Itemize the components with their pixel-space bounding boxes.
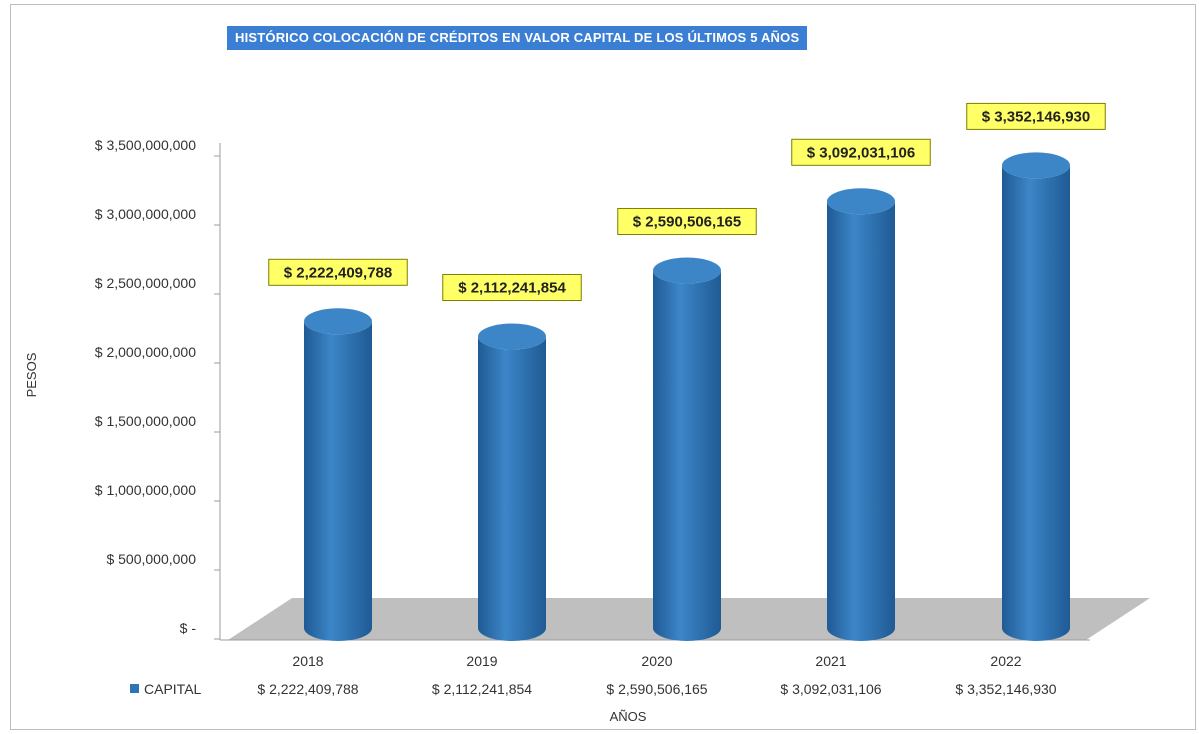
table-value-cell: $ 2,112,241,854 [432,681,532,697]
bar-body [827,201,895,641]
data-label-box [966,102,1106,130]
x-tick-label: 2019 [466,653,497,669]
data-label-box [442,274,582,302]
data-label-text: $ 2,590,506,165 [633,214,741,231]
x-tick-label: 2022 [990,653,1021,669]
x-tick-label: 2020 [641,653,672,669]
y-tick-label: $ 2,500,000,000 [95,275,196,291]
bar-top [653,257,721,284]
bar-top [827,188,895,215]
data-label-box [791,138,931,166]
table-value-cell: $ 3,352,146,930 [955,681,1056,697]
bar-body [478,336,546,641]
bar-top [1002,152,1070,179]
legend-series-name: CAPITAL [144,681,202,697]
data-label-box [268,258,408,286]
table-value-cell: $ 2,222,409,788 [257,681,358,697]
bar-2022 [1002,152,1070,641]
y-axis-title: PESOS [24,352,39,397]
bar-body [653,270,721,641]
y-tick-label: $ 2,000,000,000 [95,344,196,360]
data-label-text: $ 3,352,146,930 [982,108,1090,125]
data-label-2022: $ 3,352,146,930 [966,102,1106,130]
chart-title: HISTÓRICO COLOCACIÓN DE CRÉDITOS EN VALO… [227,26,808,50]
y-tick-label: $ 3,000,000,000 [95,206,196,222]
bar-top [478,323,546,350]
data-label-2018: $ 2,222,409,788 [268,258,408,286]
chart-axis-layer: $ - $ 500,000,000 $ 1,000,000,000 $ 1,500,0… [95,137,1090,641]
data-label-text: $ 3,092,031,106 [807,144,915,161]
bar-2020 [653,257,721,641]
data-label-text: $ 2,112,241,854 [458,280,566,297]
bar-2021 [827,188,895,641]
table-value-cell: $ 3,092,031,106 [780,681,881,697]
bar-top [304,308,372,335]
data-label-2020: $ 2,590,506,165 [617,208,757,236]
y-tick-label: $ 500,000,000 [106,551,196,567]
bar-2019 [478,323,546,641]
y-tick-label: $ 1,500,000,000 [95,413,196,429]
bar-body [304,321,372,641]
bar-body [1002,165,1070,641]
chart-label-layer: $ 2,222,409,788 $ 2,112,241,854 $ 2,590,50… [268,102,1106,302]
bar-2018 [304,308,372,641]
x-tick-label: 2018 [292,653,323,669]
data-label-2019: $ 2,112,241,854 [442,274,582,302]
y-tick-label: $ - [180,620,197,636]
x-axis-title: AÑOS [610,709,647,724]
chart-bar-layer [304,152,1070,641]
y-tick-label: $ 1,000,000,000 [95,482,196,498]
data-label-box [617,208,757,236]
data-label-text: $ 2,222,409,788 [284,264,392,281]
chart-table-layer: 2018 $ 2,222,409,788 2019 $ 2,112,241,854 20… [130,653,1057,697]
table-value-cell: $ 2,590,506,165 [606,681,707,697]
data-label-2021: $ 3,092,031,106 [791,138,931,166]
legend-swatch [130,684,139,693]
y-tick-label: $ 3,500,000,000 [95,137,196,153]
x-tick-label: 2021 [815,653,846,669]
